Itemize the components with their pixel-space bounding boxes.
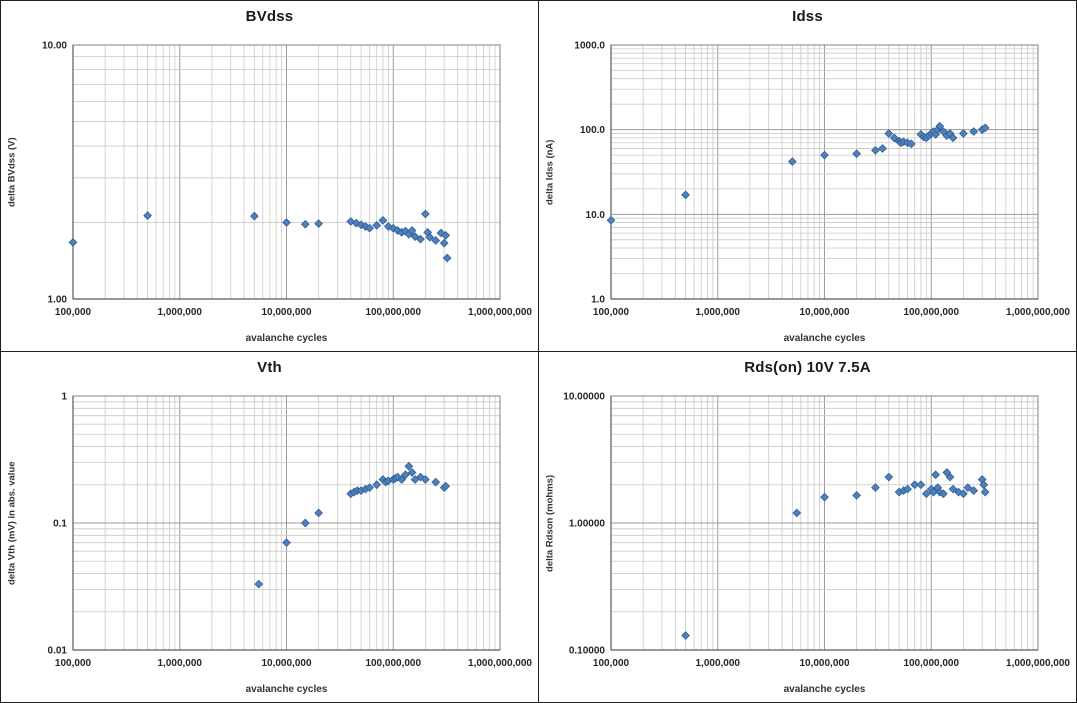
svg-text:10.0: 10.0 [586, 210, 606, 221]
svg-text:100,000: 100,000 [593, 307, 630, 318]
svg-text:1,000,000: 1,000,000 [696, 658, 741, 669]
svg-text:100,000,000: 100,000,000 [903, 307, 959, 318]
svg-text:1,000,000: 1,000,000 [158, 658, 203, 669]
svg-text:10,000,000: 10,000,000 [799, 658, 849, 669]
chart-panel-bvdss: 100,000 1,000,000 10,000,000 100,000,000 1,0… [1, 1, 539, 352]
svg-text:10.00000: 10.00000 [563, 392, 605, 403]
y-axis-label-rdson: delta Rdson (mohms) [544, 474, 556, 572]
svg-text:100.0: 100.0 [580, 125, 605, 136]
svg-text:10,000,000: 10,000,000 [261, 658, 311, 669]
chart-title-vth: Vth [257, 359, 282, 376]
plot-area-bvdss: 100,000 1,000,000 10,000,000 100,000,000 1,0… [42, 41, 532, 319]
svg-text:1.00000: 1.00000 [569, 519, 606, 530]
svg-text:100,000,000: 100,000,000 [365, 307, 421, 318]
x-axis-label-vth: avalanche cycles [245, 684, 328, 695]
svg-text:10.00: 10.00 [42, 41, 67, 52]
svg-text:100,000: 100,000 [55, 307, 92, 318]
svg-text:1,000,000,000: 1,000,000,000 [1006, 658, 1070, 669]
svg-text:1,000,000,000: 1,000,000,000 [468, 307, 532, 318]
svg-text:1: 1 [61, 392, 67, 403]
svg-text:1.0: 1.0 [591, 295, 605, 306]
svg-text:100,000: 100,000 [55, 658, 92, 669]
plot-area-rdson: 100,000 1,000,000 10,000,000 100,000,000 1,0… [563, 392, 1070, 670]
chart-title-bvdss: BVdss [245, 8, 294, 25]
svg-text:10,000,000: 10,000,000 [799, 307, 849, 318]
plot-area-vth: 100,000 1,000,000 10,000,000 100,000,000 1,0… [48, 392, 533, 670]
chart-panel-idss: 100,000 1,000,000 10,000,000 100,000,000 1,0… [539, 1, 1077, 352]
svg-text:0.01: 0.01 [48, 646, 68, 657]
svg-text:1,000,000: 1,000,000 [696, 307, 741, 318]
svg-text:0.10000: 0.10000 [569, 646, 606, 657]
svg-text:0.1: 0.1 [53, 519, 67, 530]
chart-panel-rdson: 100,000 1,000,000 10,000,000 100,000,000 1,0… [539, 352, 1077, 703]
x-axis-label-idss: avalanche cycles [783, 333, 866, 344]
plot-area-idss: 100,000 1,000,000 10,000,000 100,000,000 1,0… [574, 41, 1070, 319]
x-axis-label-bvdss: avalanche cycles [245, 333, 328, 344]
svg-text:1.00: 1.00 [48, 295, 68, 306]
chart-panel-vth: 100,000 1,000,000 10,000,000 100,000,000 1,0… [1, 352, 539, 703]
x-axis-label-rdson: avalanche cycles [783, 684, 866, 695]
chart-title-idss: Idss [792, 8, 823, 25]
y-axis-label-bvdss: delta BVdss (V) [6, 137, 18, 207]
chart-title-rdson: Rds(on) 10V 7.5A [744, 359, 871, 376]
y-axis-label-vth: delta Vth (mV) in abs. value [6, 461, 18, 585]
svg-text:1,000,000,000: 1,000,000,000 [468, 658, 532, 669]
svg-text:1,000,000,000: 1,000,000,000 [1006, 307, 1070, 318]
svg-text:100,000: 100,000 [593, 658, 630, 669]
svg-text:1000.0: 1000.0 [574, 41, 605, 52]
svg-text:100,000,000: 100,000,000 [903, 658, 959, 669]
svg-text:100,000,000: 100,000,000 [365, 658, 421, 669]
y-axis-label-idss: delta Idss (nA) [544, 139, 556, 205]
svg-text:1,000,000: 1,000,000 [158, 307, 203, 318]
svg-text:10,000,000: 10,000,000 [261, 307, 311, 318]
